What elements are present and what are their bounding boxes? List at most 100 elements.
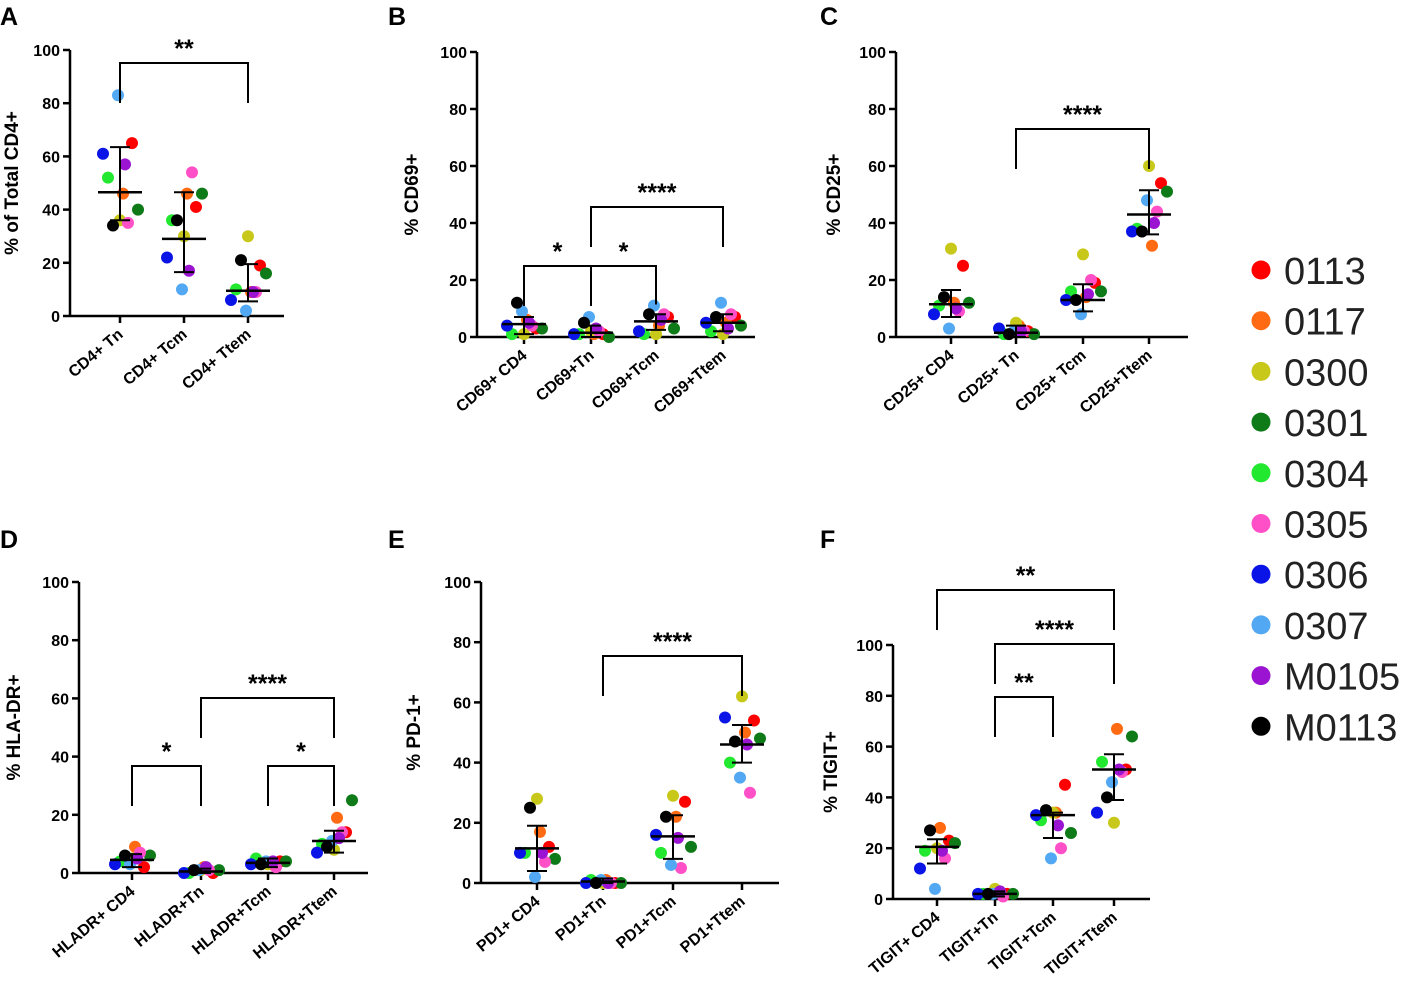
data-point-M0113 xyxy=(171,214,183,227)
y-tick-label: 0 xyxy=(51,309,60,326)
y-tick-label: 20 xyxy=(868,273,886,290)
y-tick-label: 20 xyxy=(865,841,883,858)
data-point-M0113 xyxy=(1136,225,1148,238)
panel-letter: C xyxy=(820,3,838,31)
data-point-0117 xyxy=(1146,239,1158,252)
y-axis-label: % CD25+ xyxy=(824,154,845,236)
y-tick-label: 0 xyxy=(874,892,883,909)
data-point-0307 xyxy=(1106,776,1118,789)
data-point-0113 xyxy=(1155,177,1167,190)
panel-E: E 0 20 40 60 80 100 % PD-1+ PD1+ CD4 PD1+Tn PD1+Tc… xyxy=(388,526,779,957)
y-tick-label: 80 xyxy=(449,102,467,119)
data-point-0305 xyxy=(539,855,551,868)
data-point-0117 xyxy=(534,825,546,838)
data-point-0300 xyxy=(1108,816,1120,829)
panel-letter: D xyxy=(0,526,18,554)
legend-label: 0113 xyxy=(1284,251,1366,293)
data-point-0117 xyxy=(117,187,129,200)
significance-label: **** xyxy=(248,670,287,698)
data-point-0301 xyxy=(260,267,272,280)
y-tick-label: 20 xyxy=(51,808,69,825)
data-point-0301 xyxy=(144,849,156,862)
panel-letter: E xyxy=(388,526,405,554)
significance-bracket xyxy=(590,265,657,306)
y-tick-label: 40 xyxy=(51,750,69,767)
data-point-0307 xyxy=(665,858,677,871)
data-point-M0105 xyxy=(200,861,212,874)
significance-label: ** xyxy=(1014,669,1034,697)
y-axis-label: % TIGIT+ xyxy=(821,731,842,813)
data-point-0306 xyxy=(514,846,526,859)
data-point-M0113 xyxy=(107,219,119,232)
y-tick-label: 20 xyxy=(449,273,467,290)
y-tick-label: 80 xyxy=(868,102,886,119)
y-tick-label: 100 xyxy=(440,45,467,62)
data-point-0301 xyxy=(1126,730,1138,743)
data-point-0301 xyxy=(213,864,225,877)
y-tick-label: 80 xyxy=(42,96,60,113)
data-point-0301 xyxy=(1095,285,1107,298)
data-point-M0113 xyxy=(524,801,536,814)
significance-bracket xyxy=(200,697,335,738)
data-point-0301 xyxy=(536,322,548,335)
y-tick-label: 60 xyxy=(868,159,886,176)
legend-marker-0307 xyxy=(1251,615,1271,635)
data-point-0301 xyxy=(196,187,208,200)
y-tick-label: 80 xyxy=(865,689,883,706)
data-point-M0105 xyxy=(119,158,131,171)
data-point-M0113 xyxy=(1101,791,1113,804)
data-point-M0113 xyxy=(924,824,936,837)
x-tick-label: CD69+Ttem xyxy=(651,347,730,417)
data-point-M0113 xyxy=(188,864,200,877)
significance-bracket xyxy=(590,206,724,247)
data-point-0306 xyxy=(650,828,662,841)
y-tick-label: 100 xyxy=(856,638,883,655)
data-point-0306 xyxy=(178,867,190,879)
data-point-0305 xyxy=(675,861,687,874)
x-tick-label: PD1+Tn xyxy=(553,893,610,945)
significance-label: * xyxy=(619,238,629,266)
data-point-0305 xyxy=(122,216,134,229)
data-point-M0113 xyxy=(578,316,590,329)
significance-bracket xyxy=(994,696,1054,737)
significance-bracket xyxy=(994,643,1115,684)
data-point-0113 xyxy=(1059,778,1071,791)
panel-A: A 0 20 40 60 80 100 % of Total CD4+ CD4+ Tn CD4+ … xyxy=(0,3,284,393)
data-point-0113 xyxy=(679,795,691,808)
data-point-0300 xyxy=(650,328,662,341)
data-point-0304 xyxy=(1096,755,1108,768)
data-point-0307 xyxy=(715,296,727,309)
y-tick-label: 60 xyxy=(51,691,69,708)
x-tick-label: PD1+ CD4 xyxy=(474,893,544,956)
data-point-M0113 xyxy=(255,858,267,871)
significance-label: **** xyxy=(638,179,677,207)
y-tick-label: 20 xyxy=(42,256,60,273)
data-point-0301 xyxy=(603,331,615,343)
legend-label: 0305 xyxy=(1284,505,1369,547)
data-point-0306 xyxy=(914,862,926,875)
significance-bracket xyxy=(267,765,335,806)
data-point-0113 xyxy=(748,714,760,727)
data-point-0306 xyxy=(245,858,257,871)
data-point-0306 xyxy=(501,319,513,332)
y-tick-label: 40 xyxy=(449,216,467,233)
legend-label: 0117 xyxy=(1284,302,1366,344)
y-tick-label: 60 xyxy=(865,740,883,757)
panel-letter: A xyxy=(0,3,18,31)
data-point-0304 xyxy=(724,756,736,769)
legend-label: M0105 xyxy=(1284,657,1400,699)
data-point-0307 xyxy=(529,870,541,883)
y-axis-label: % PD-1+ xyxy=(404,694,425,771)
data-point-M0113 xyxy=(660,810,672,823)
data-point-0306 xyxy=(225,294,237,307)
legend-label: 0306 xyxy=(1284,555,1369,597)
y-tick-label: 40 xyxy=(42,203,60,220)
legend-marker-0305 xyxy=(1251,514,1271,533)
data-point-M0105 xyxy=(536,846,548,859)
x-tick-label: CD25+ Tn xyxy=(955,347,1023,408)
data-point-0301 xyxy=(1161,185,1173,198)
data-point-0113 xyxy=(957,259,969,272)
data-point-0306 xyxy=(633,325,645,338)
